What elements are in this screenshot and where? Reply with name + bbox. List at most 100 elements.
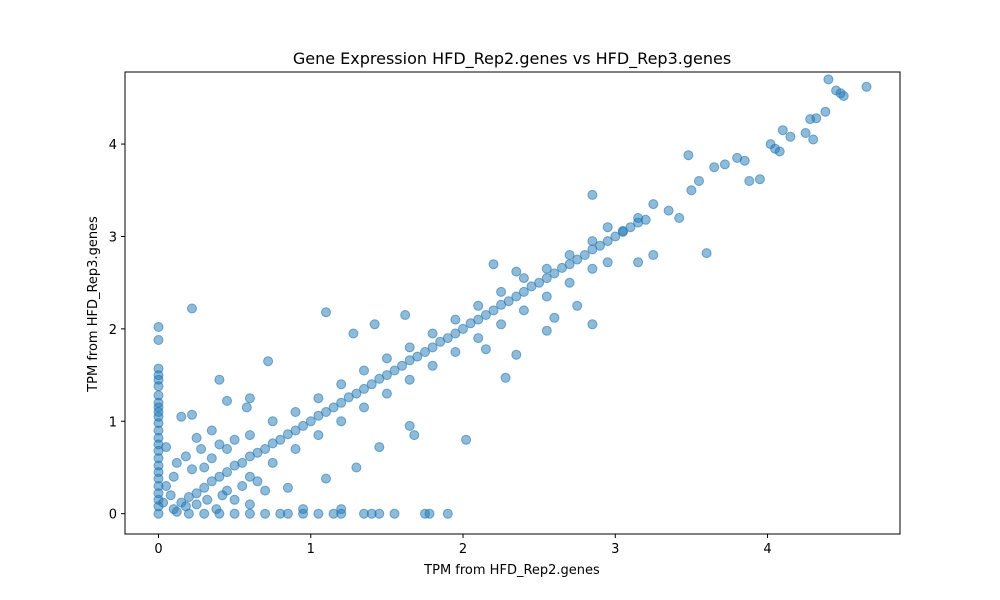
data-point	[450, 347, 461, 357]
x-tick-label: 4	[763, 542, 771, 557]
data-point	[222, 467, 232, 478]
data-point	[511, 291, 522, 302]
data-point	[244, 430, 255, 441]
data-point	[602, 257, 613, 268]
data-point	[518, 286, 529, 297]
data-point	[572, 300, 583, 311]
data-point	[808, 134, 819, 145]
y-tick-label: 3	[109, 230, 117, 245]
data-point	[366, 379, 377, 390]
data-point	[313, 508, 324, 519]
data-point	[480, 310, 491, 320]
data-point	[153, 322, 164, 332]
data-point	[719, 159, 730, 170]
data-point	[409, 430, 420, 441]
data-point	[351, 388, 362, 399]
data-point	[229, 494, 240, 505]
data-point	[381, 388, 392, 399]
data-point	[161, 442, 172, 453]
data-point	[488, 305, 499, 316]
data-point	[336, 397, 347, 408]
data-point	[450, 314, 461, 325]
data-point	[640, 214, 651, 225]
data-point	[625, 222, 636, 233]
data-point	[153, 381, 164, 392]
data-point	[153, 508, 164, 519]
y-tick-label: 2	[109, 323, 117, 338]
x-tick-label: 2	[459, 542, 467, 557]
data-point	[176, 411, 187, 422]
data-point	[214, 374, 225, 385]
data-point	[267, 457, 278, 468]
data-point	[290, 425, 301, 436]
data-point	[412, 351, 423, 362]
data-point	[424, 508, 435, 519]
data-point	[861, 81, 872, 92]
data-point	[587, 189, 598, 200]
data-point	[785, 131, 796, 142]
data-point	[153, 335, 164, 345]
x-tick-label: 1	[307, 542, 315, 557]
data-point	[199, 462, 210, 473]
data-point	[202, 494, 213, 505]
data-point	[381, 353, 392, 364]
data-point	[579, 250, 590, 260]
data-point	[191, 499, 202, 510]
data-point	[206, 476, 217, 487]
data-point	[171, 457, 182, 468]
data-point	[351, 462, 362, 473]
x-tick-label: 3	[611, 542, 619, 557]
data-point	[754, 174, 765, 185]
chart-title: Gene Expression HFD_Rep2.genes vs HFD_Re…	[293, 49, 731, 69]
data-point	[187, 303, 197, 314]
data-point	[336, 504, 347, 515]
data-point	[739, 155, 750, 166]
data-point	[488, 259, 499, 270]
data-point	[800, 128, 811, 138]
data-point	[496, 319, 507, 330]
data-point	[587, 263, 598, 274]
data-point	[450, 328, 461, 339]
data-point	[290, 444, 301, 454]
plot-frame	[124, 71, 901, 535]
data-point	[442, 333, 453, 344]
data-point	[158, 497, 169, 508]
data-point	[564, 250, 575, 260]
data-point	[328, 402, 339, 413]
data-point	[321, 473, 331, 484]
data-point	[282, 508, 293, 519]
data-point	[838, 91, 849, 101]
data-point	[701, 248, 712, 259]
y-axis-label: TPM from HFD_Rep3.genes	[86, 216, 101, 393]
data-point	[427, 360, 438, 371]
data-point	[811, 113, 822, 124]
data-point	[336, 416, 347, 427]
data-point	[267, 416, 278, 427]
data-point	[564, 277, 575, 288]
x-tick-label: 0	[154, 542, 162, 557]
data-point	[321, 407, 331, 417]
data-point	[420, 347, 430, 357]
data-point	[511, 349, 522, 360]
data-point	[503, 296, 514, 307]
data-point	[541, 291, 552, 302]
data-point	[229, 434, 240, 445]
data-point	[260, 508, 271, 519]
data-point	[165, 490, 176, 501]
data-point	[282, 482, 293, 493]
data-point	[206, 425, 217, 436]
data-point	[161, 481, 172, 491]
data-point	[518, 273, 529, 284]
data-point	[820, 106, 831, 117]
data-point	[305, 416, 316, 427]
data-point	[199, 508, 210, 519]
data-point	[196, 444, 207, 454]
data-point	[321, 307, 331, 318]
data-point	[187, 464, 197, 475]
data-point	[313, 393, 324, 404]
data-point	[222, 395, 232, 406]
y-tick-label: 4	[109, 138, 117, 153]
data-point	[290, 407, 301, 417]
y-tick-label: 0	[109, 508, 117, 523]
